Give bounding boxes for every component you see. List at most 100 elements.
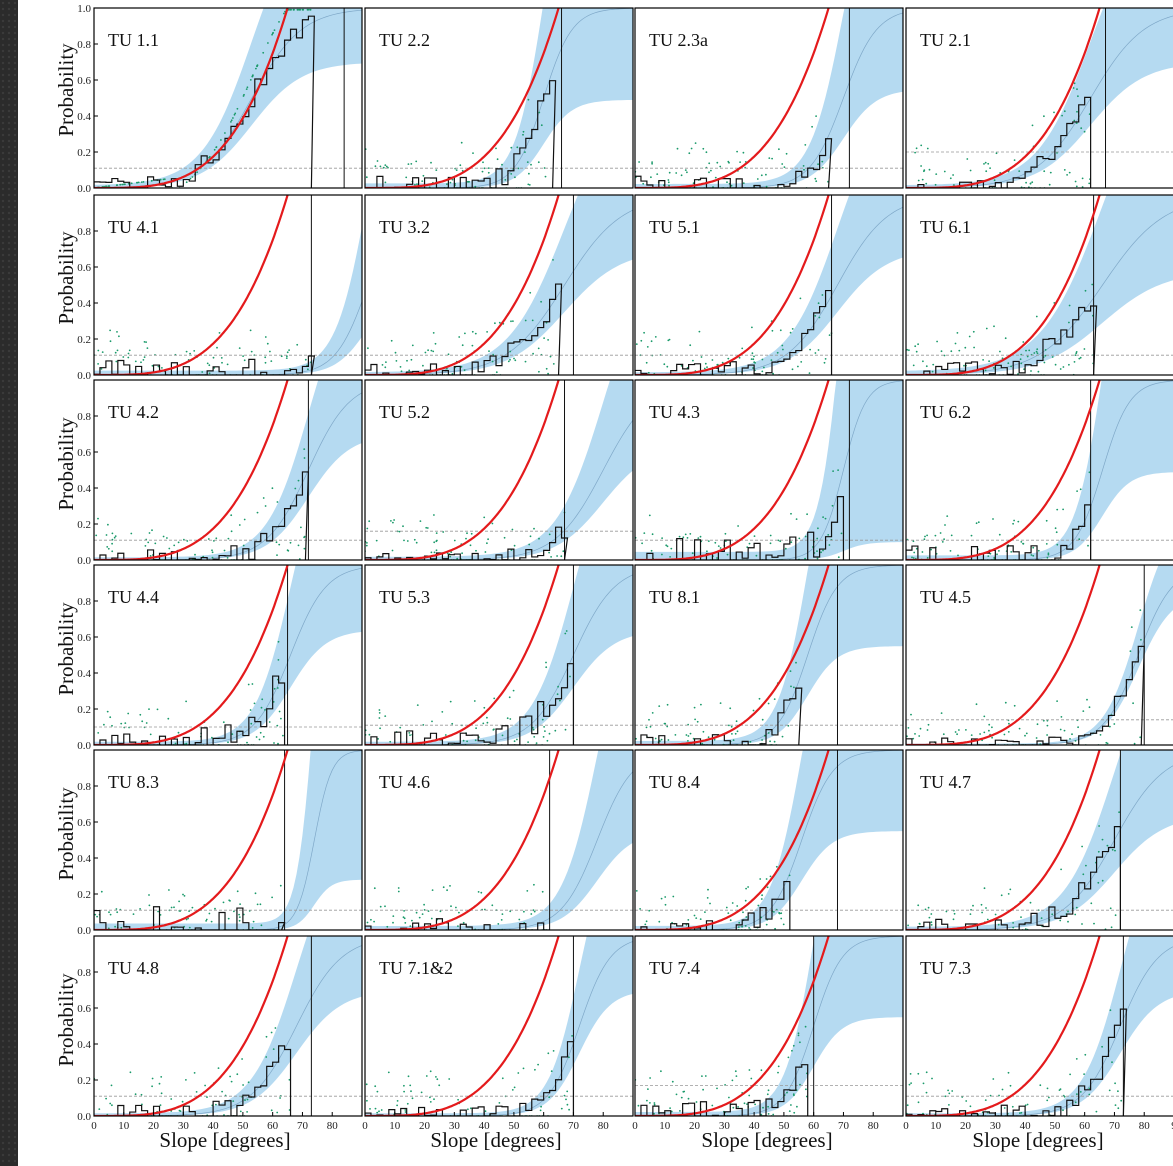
data-point [815, 115, 817, 117]
data-point [482, 722, 485, 725]
data-point [444, 734, 447, 736]
data-point [391, 549, 394, 552]
data-point [159, 1104, 162, 1106]
data-point [127, 712, 130, 715]
data-point [653, 1113, 655, 1115]
panel: TU 6.1 [905, 194, 1173, 376]
x-tick-label: 30 [990, 1120, 1002, 1132]
data-point [409, 925, 412, 927]
data-point [242, 1084, 245, 1086]
x-tick-label: 0 [91, 1120, 97, 1132]
data-point [421, 913, 424, 915]
data-point [374, 165, 377, 168]
data-point [457, 925, 459, 927]
x-tick-label: 70 [568, 1120, 580, 1132]
data-point [982, 359, 984, 361]
y-tick-label: 0.8 [77, 596, 91, 608]
data-point [737, 525, 739, 527]
panel: TU 2.1 [905, 7, 1173, 189]
data-point [306, 8, 309, 11]
data-point [226, 363, 229, 366]
data-point [471, 344, 474, 347]
data-point [1007, 731, 1010, 733]
data-point [1001, 357, 1004, 360]
data-point [288, 349, 290, 351]
data-point [760, 898, 763, 900]
data-point [109, 716, 112, 719]
data-point [238, 916, 241, 918]
data-point [418, 916, 421, 919]
plot-area [94, 380, 362, 560]
data-point [296, 343, 299, 346]
data-point [744, 925, 747, 927]
data-point [1032, 546, 1035, 549]
y-axis-label: Probability [54, 43, 78, 137]
data-point [1106, 844, 1109, 847]
y-tick-label: 0.6 [77, 1003, 91, 1015]
confidence-band [94, 226, 362, 375]
data-point [638, 161, 640, 163]
data-point [405, 176, 408, 179]
data-point [660, 738, 663, 741]
data-point [808, 372, 811, 374]
data-point [162, 535, 165, 538]
data-point [550, 1070, 553, 1073]
data-point [1060, 716, 1063, 718]
x-tick-label: 50 [1049, 1120, 1061, 1132]
point-cloud [95, 448, 306, 560]
data-point [124, 183, 126, 186]
data-point [1024, 734, 1026, 737]
data-point [384, 181, 387, 184]
data-point [451, 722, 454, 725]
model-curve [635, 380, 830, 560]
data-point [174, 742, 177, 745]
data-point [482, 161, 484, 164]
data-point [121, 183, 124, 186]
data-point [983, 887, 986, 890]
data-point [111, 542, 113, 545]
data-point [460, 365, 463, 368]
data-point [379, 165, 382, 168]
data-point [1074, 740, 1077, 742]
data-point [548, 732, 551, 735]
data-point [644, 923, 647, 926]
data-point [430, 161, 432, 164]
data-point [402, 916, 405, 919]
data-point [524, 360, 527, 363]
panel-frame [364, 935, 634, 1117]
panel-frame [905, 564, 1173, 746]
data-point [557, 685, 559, 688]
data-point [661, 553, 663, 556]
panel-title: TU 6.2 [920, 402, 971, 422]
data-point [920, 165, 922, 167]
data-point [1084, 1053, 1087, 1056]
data-point [983, 163, 985, 165]
data-point [1101, 838, 1104, 841]
data-point [787, 1056, 790, 1059]
data-point [247, 1081, 250, 1084]
confidence-band [635, 380, 903, 560]
data-point [780, 912, 783, 915]
data-point [665, 544, 668, 547]
data-point [769, 542, 772, 545]
data-point [1026, 355, 1029, 358]
panel-title: TU 7.1&2 [379, 958, 453, 978]
x-tick-label: 10 [930, 1120, 942, 1132]
data-point [781, 735, 784, 738]
data-point [122, 356, 125, 358]
data-point [748, 927, 750, 929]
plot-area [635, 565, 903, 745]
data-point [392, 915, 395, 917]
plot-area [906, 8, 1173, 188]
data-point [157, 910, 160, 913]
data-point [474, 332, 477, 335]
data-point [781, 344, 784, 347]
data-point [912, 364, 915, 367]
histogram-step [365, 1041, 575, 1116]
data-point [422, 364, 424, 367]
data-point [717, 545, 720, 547]
panel-frame [93, 7, 363, 189]
data-point [1075, 906, 1078, 909]
data-point [236, 890, 239, 893]
data-point [759, 878, 762, 880]
